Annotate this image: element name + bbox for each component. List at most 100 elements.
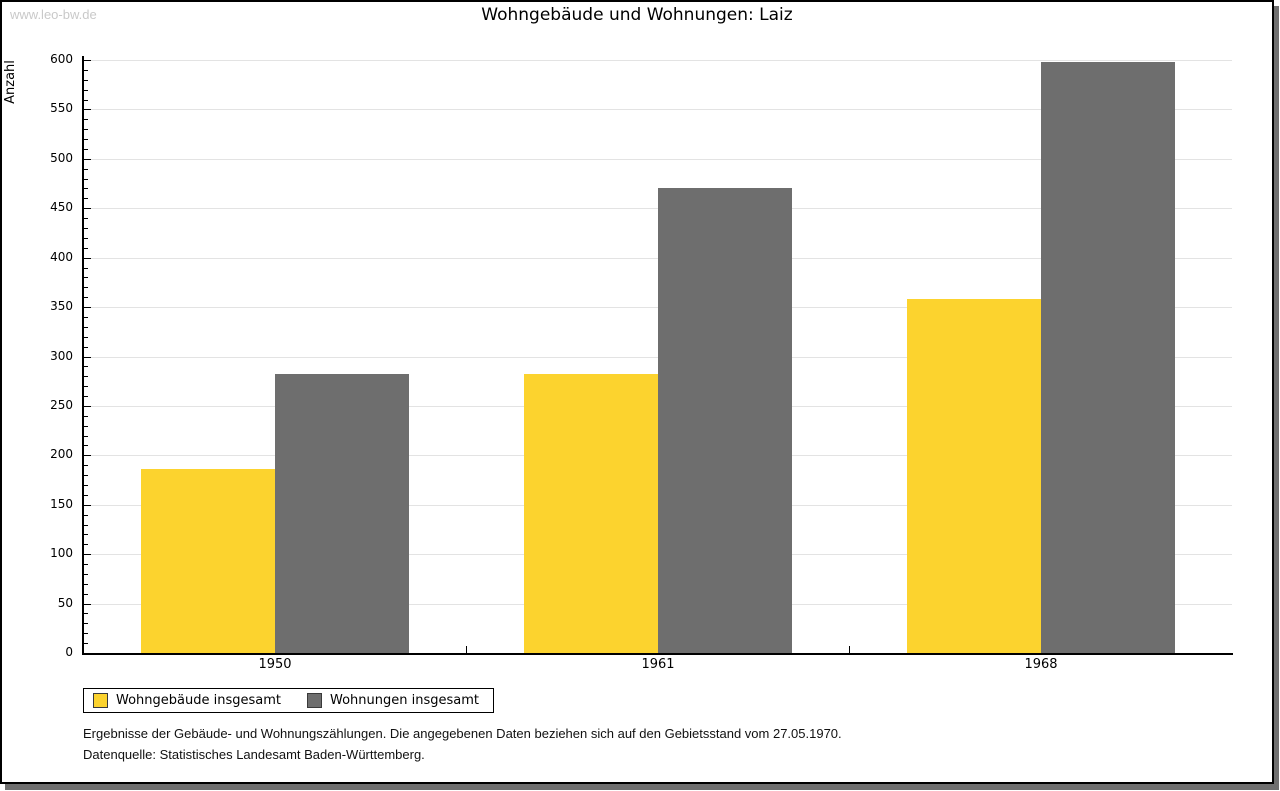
y-tick bbox=[84, 396, 88, 397]
y-tick bbox=[84, 515, 88, 516]
gridline bbox=[83, 258, 1232, 259]
y-tick bbox=[84, 633, 88, 634]
y-tick bbox=[84, 505, 91, 506]
y-tick bbox=[84, 475, 88, 476]
y-tick bbox=[84, 90, 88, 91]
y-tick bbox=[84, 347, 88, 348]
y-tick-label: 150 bbox=[50, 497, 73, 511]
y-tick bbox=[84, 544, 88, 545]
y-tick bbox=[84, 445, 88, 446]
y-tick bbox=[84, 238, 88, 239]
y-tick bbox=[84, 100, 88, 101]
y-tick bbox=[84, 623, 88, 624]
x-axis-line bbox=[82, 653, 1233, 655]
y-tick bbox=[84, 376, 88, 377]
y-tick-label: 100 bbox=[50, 546, 73, 560]
y-tick bbox=[84, 604, 91, 605]
y-tick bbox=[84, 268, 88, 269]
chart-title: Wohngebäude und Wohnungen: Laiz bbox=[481, 5, 793, 25]
x-tick-label: 1968 bbox=[1024, 657, 1058, 672]
y-tick bbox=[84, 485, 88, 486]
bar-1968-series1 bbox=[1041, 62, 1175, 653]
y-tick bbox=[84, 119, 88, 120]
y-tick bbox=[84, 218, 88, 219]
plot-area: 1950 1961 1968 0 50 100 150 200 250 300 350 400 450 5… bbox=[2, 2, 1272, 782]
y-tick bbox=[84, 228, 88, 229]
y-tick bbox=[84, 495, 88, 496]
y-tick bbox=[84, 297, 88, 298]
y-tick bbox=[84, 159, 91, 160]
y-tick bbox=[84, 613, 88, 614]
y-tick bbox=[84, 139, 88, 140]
bar-1950-series0 bbox=[141, 469, 275, 653]
legend-item-wohnungen: Wohnungen insgesamt bbox=[307, 693, 479, 708]
bar-1950-series1 bbox=[275, 374, 409, 653]
legend-swatch-yellow bbox=[93, 693, 108, 708]
footnote-line2: Datenquelle: Statistisches Landesamt Bad… bbox=[83, 747, 425, 762]
y-tick-label: 600 bbox=[50, 52, 73, 66]
y-tick bbox=[84, 307, 91, 308]
y-tick-label: 550 bbox=[50, 101, 73, 115]
legend-label: Wohngebäude insgesamt bbox=[116, 693, 281, 708]
y-tick bbox=[84, 70, 88, 71]
y-tick bbox=[84, 357, 91, 358]
gridline bbox=[83, 159, 1232, 160]
gridline bbox=[83, 307, 1232, 308]
y-tick bbox=[84, 277, 88, 278]
y-tick bbox=[84, 525, 88, 526]
y-tick bbox=[84, 109, 91, 110]
gridline bbox=[83, 109, 1232, 110]
gridline bbox=[83, 60, 1232, 61]
y-tick bbox=[84, 564, 88, 565]
legend: Wohngebäude insgesamt Wohnungen insgesam… bbox=[83, 688, 494, 713]
y-tick bbox=[84, 337, 88, 338]
y-tick-label: 350 bbox=[50, 299, 73, 313]
y-tick bbox=[84, 60, 91, 61]
y-tick bbox=[84, 426, 88, 427]
y-tick bbox=[84, 534, 88, 535]
y-tick bbox=[84, 317, 88, 318]
x-tick-label: 1961 bbox=[641, 657, 675, 672]
y-tick bbox=[84, 416, 88, 417]
y-tick bbox=[84, 594, 88, 595]
bar-1961-series1 bbox=[658, 188, 792, 653]
y-tick bbox=[84, 386, 88, 387]
y-tick bbox=[84, 643, 88, 644]
y-tick-label: 50 bbox=[57, 596, 73, 610]
y-tick bbox=[84, 436, 88, 437]
y-tick bbox=[84, 465, 88, 466]
y-tick bbox=[84, 258, 91, 259]
y-tick bbox=[84, 554, 91, 555]
bar-1961-series0 bbox=[524, 374, 658, 653]
y-tick bbox=[84, 169, 88, 170]
y-axis-line bbox=[82, 56, 84, 655]
y-tick-label: 300 bbox=[50, 349, 73, 363]
y-tick bbox=[84, 574, 88, 575]
y-tick bbox=[84, 179, 88, 180]
y-tick-label: 250 bbox=[50, 398, 73, 412]
y-tick bbox=[84, 327, 88, 328]
y-tick bbox=[84, 366, 88, 367]
legend-item-wohngebaeude: Wohngebäude insgesamt bbox=[93, 693, 281, 708]
gridline bbox=[83, 357, 1232, 358]
legend-label: Wohnungen insgesamt bbox=[330, 693, 479, 708]
bar-1968-series0 bbox=[907, 299, 1041, 653]
watermark: www.leo-bw.de bbox=[10, 7, 97, 22]
y-tick bbox=[84, 129, 88, 130]
y-tick bbox=[84, 455, 91, 456]
y-tick-label: 500 bbox=[50, 151, 73, 165]
y-tick bbox=[84, 406, 91, 407]
y-tick bbox=[84, 149, 88, 150]
x-tick bbox=[466, 646, 467, 653]
y-tick-label: 400 bbox=[50, 250, 73, 264]
y-tick-label: 450 bbox=[50, 200, 73, 214]
y-tick-label: 0 bbox=[65, 645, 73, 659]
y-tick bbox=[84, 208, 91, 209]
y-tick bbox=[84, 80, 88, 81]
y-tick-label: 200 bbox=[50, 447, 73, 461]
x-tick bbox=[849, 646, 850, 653]
legend-swatch-gray bbox=[307, 693, 322, 708]
gridline bbox=[83, 208, 1232, 209]
footnote-line1: Ergebnisse der Gebäude- und Wohnungszähl… bbox=[83, 726, 842, 741]
